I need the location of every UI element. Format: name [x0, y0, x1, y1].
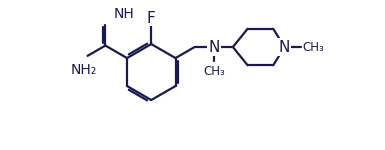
Text: F: F	[147, 11, 156, 26]
Text: CH₃: CH₃	[302, 40, 324, 54]
Text: N: N	[208, 40, 219, 55]
Text: NH₂: NH₂	[71, 63, 97, 77]
Text: N: N	[279, 40, 290, 55]
Text: NH: NH	[114, 7, 134, 21]
Text: CH₃: CH₃	[203, 65, 224, 78]
